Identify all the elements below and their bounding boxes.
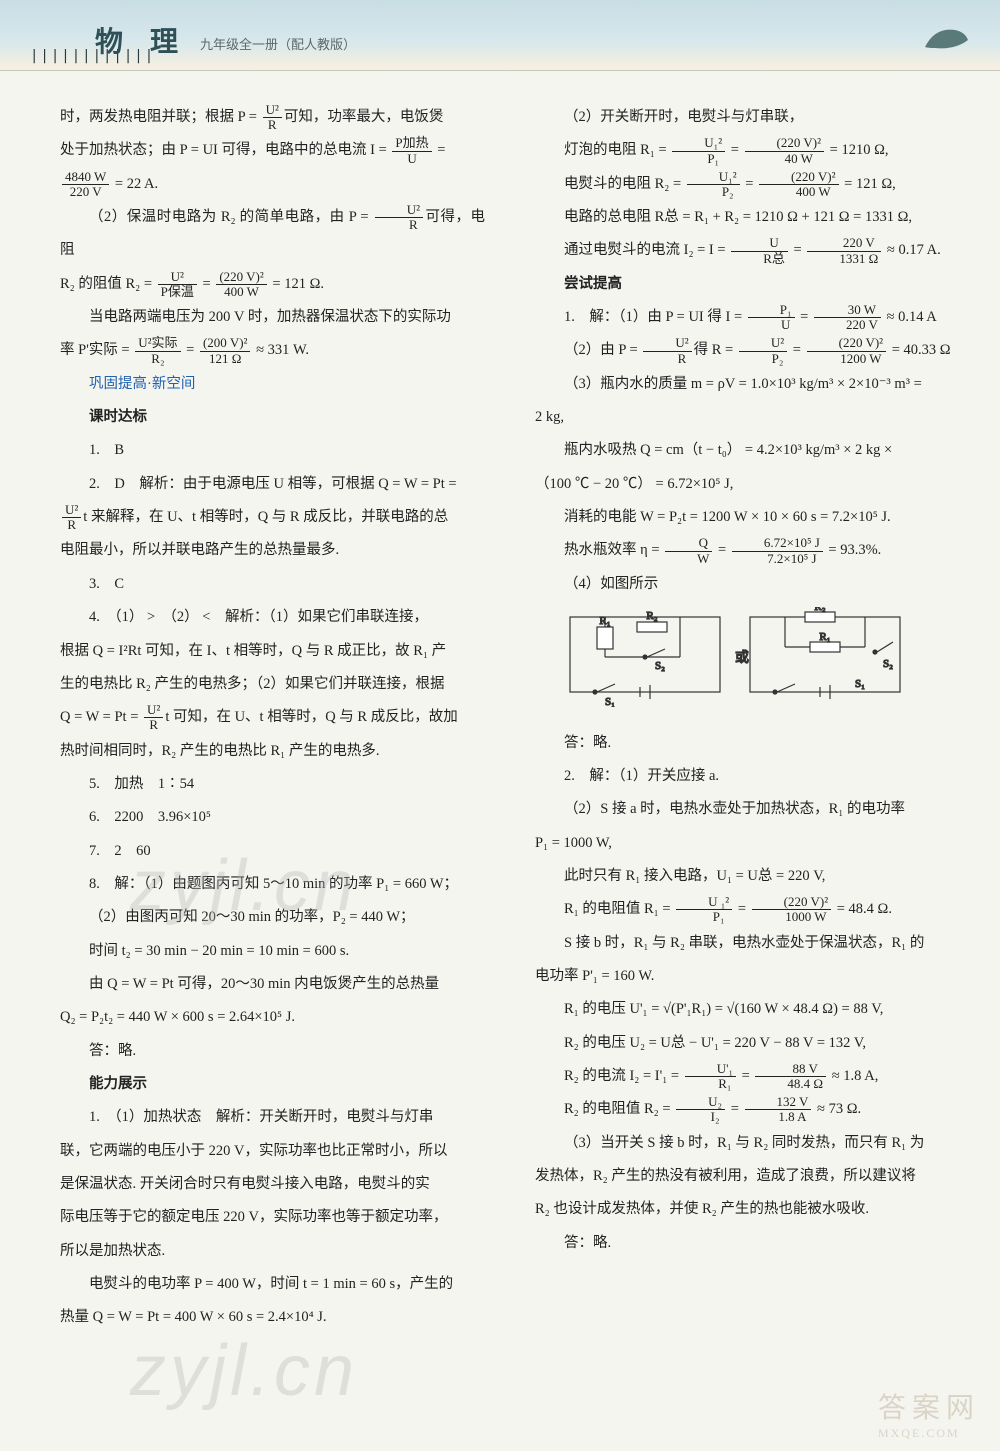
text: 热时间相同时，R₂ 产生的电热比 R₁ 产生的电热多. <box>60 735 485 768</box>
svg-text:S₂: S₂ <box>655 660 665 672</box>
answer-item: 4. （1） > （2） < 解析：（1）如果它们串联连接， <box>60 601 485 634</box>
left-column: 时，两发热电阻并联；根据 P = U²R可知，功率最大，电饭煲 处于加热状态；由… <box>60 101 510 1335</box>
svg-text:R₁: R₁ <box>599 615 610 627</box>
answer-item: 1. B <box>60 434 485 467</box>
text: 热水瓶效率 η = QW = 6.72×10⁵ J7.2×10⁵ J = 93.… <box>535 534 960 567</box>
text: 瓶内水吸热 Q = cm（t − t₀） = 4.2×10³ kg/m³ × 2… <box>535 434 960 467</box>
svg-text:R₂: R₂ <box>814 607 825 613</box>
text: （2）由图丙可知 20～30 min 的功率，P₂ = 440 W； <box>60 901 485 934</box>
answer-item: 7. 2 60 <box>60 835 485 868</box>
text: 时间 t₂ = 30 min − 20 min = 10 min = 600 s… <box>60 935 485 968</box>
text: R₂ 的电压 U₂ = U总 − U'₁ = 220 V − 88 V = 13… <box>535 1027 960 1060</box>
svg-text:S₁: S₁ <box>605 696 615 707</box>
section-heading: 课时达标 <box>60 401 485 434</box>
right-column: （2）开关断开时，电熨斗与灯串联， 灯泡的电阻 R₁ = U₁²P₁ = (22… <box>510 101 960 1335</box>
text: 热量 Q = W = Pt = 400 W × 60 s = 2.4×10⁴ J… <box>60 1301 485 1334</box>
svg-text:或: 或 <box>735 650 749 666</box>
text: U²Rt 来解释，在 U、t 相等时，Q 与 R 成反比，并联电路的总 <box>60 501 485 534</box>
text: 所以是加热状态. <box>60 1235 485 1268</box>
text: （4）如图所示 <box>535 568 960 601</box>
text: 答：略. <box>535 727 960 760</box>
text: 消耗的电能 W = P₂t = 1200 W × 10 × 60 s = 7.2… <box>535 501 960 534</box>
text: 电路的总电阻 R总 = R₁ + R₂ = 1210 Ω + 121 Ω = 1… <box>535 201 960 234</box>
text: （2）由 P = U²R得 R = U²P₂ = (220 V)²1200 W … <box>535 334 960 367</box>
text: R₂ 也设计成发热体，并使 R₂ 产生的热也能被水吸收. <box>535 1193 960 1226</box>
text: R₂ 的电阻值 R₂ = U₂I₂ = 132 V1.8 A ≈ 73 Ω. <box>535 1093 960 1126</box>
svg-text:R₁: R₁ <box>819 631 830 643</box>
text: 由 Q = W = Pt 可得，20～30 min 内电饭煲产生的总热量 <box>60 968 485 1001</box>
answer-item: 1. 解：（1）由 P = UI 得 I = P₁U = 30 W220 V ≈… <box>535 301 960 334</box>
corner-stamp: 答案网 MXQE.COM <box>878 1386 980 1441</box>
text: 4840 W220 V = 22 A. <box>60 168 485 201</box>
text: 处于加热状态；由 P = UI 可得，电路中的总电流 I = P加热U = <box>60 134 485 167</box>
section-heading: 能力展示 <box>60 1068 485 1101</box>
text: 是保温状态. 开关闭合时只有电熨斗接入电路，电熨斗的实 <box>60 1168 485 1201</box>
text: 发热体，R₂ 产生的热没有被利用，造成了浪费，所以建议将 <box>535 1160 960 1193</box>
answer-item: 3. C <box>60 568 485 601</box>
text: （3）当开关 S 接 b 时，R₁ 与 R₂ 同时发热，而只有 R₁ 为 <box>535 1127 960 1160</box>
text: Q₂ = P₂t₂ = 440 W × 600 s = 2.64×10⁵ J. <box>60 1001 485 1034</box>
text: R₁ 的电压 U'₁ = √(P'₁R₁) = √(160 W × 48.4 Ω… <box>535 993 960 1026</box>
text: S 接 b 时，R₁ 与 R₂ 串联，电热水壶处于保温状态，R₁ 的 <box>535 927 960 960</box>
header-subject: 物 理 <box>95 20 188 60</box>
text: P₁ = 1000 W, <box>535 827 960 860</box>
page-header: |||||||||||| 物 理 九年级全一册（配人教版） <box>0 0 1000 71</box>
answer-item: 2. D 解析：由于电源电压 U 相等，可根据 Q = W = Pt = <box>60 468 485 501</box>
text: 联，它两端的电压小于 220 V，实际功率也比正常时小，所以 <box>60 1135 485 1168</box>
text: （2）开关断开时，电熨斗与灯串联， <box>535 101 960 134</box>
text: 电阻最小，所以并联电路产生的总热量最多. <box>60 534 485 567</box>
text: 灯泡的电阻 R₁ = U₁²P₁ = (220 V)²40 W = 1210 Ω… <box>535 134 960 167</box>
text: R₂ 的阻值 R₂ = U²P保温 = (220 V)²400 W = 121 … <box>60 268 485 301</box>
leaf-icon <box>920 22 970 52</box>
svg-text:R₂: R₂ <box>646 610 657 622</box>
text: 际电压等于它的额定电压 220 V，实际功率也等于额定功率， <box>60 1201 485 1234</box>
text: 答：略. <box>535 1227 960 1260</box>
text: 通过电熨斗的电流 I₂ = I = UR总 = 220 V1331 Ω ≈ 0.… <box>535 234 960 267</box>
text: 根据 Q = I²Rt 可知，在 I、t 相等时，Q 与 R 成正比，故 R₁ … <box>60 635 485 668</box>
circuit-diagram: R₁ R₂ S₂ S₁ 或 R₂ R₁ S₂ S₁ <box>565 607 905 707</box>
text: 电熨斗的电阻 R₂ = U₁²P₂ = (220 V)²400 W = 121 … <box>535 168 960 201</box>
answer-item: 2. 解：（1）开关应接 a. <box>535 760 960 793</box>
text: R₁ 的电阻值 R₁ = U ₁²P₁ = (220 V)²1000 W = 4… <box>535 893 960 926</box>
text: 2 kg, <box>535 401 960 434</box>
text: Q = W = Pt = U²Rt 可知，在 U、t 相等时，Q 与 R 成反比… <box>60 701 485 734</box>
text: 电熨斗的电功率 P = 400 W，时间 t = 1 min = 60 s，产生… <box>60 1268 485 1301</box>
text: （100 ℃ − 20 ℃） = 6.72×10⁵ J, <box>535 468 960 501</box>
answer-item: 5. 加热 1∶54 <box>60 768 485 801</box>
content-columns: 时，两发热电阻并联；根据 P = U²R可知，功率最大，电饭煲 处于加热状态；由… <box>0 71 1000 1375</box>
text: 时，两发热电阻并联；根据 P = U²R可知，功率最大，电饭煲 <box>60 101 485 134</box>
section-heading: 巩固提高·新空间 <box>60 368 485 401</box>
svg-text:S₁: S₁ <box>855 678 865 690</box>
answer-item: 8. 解：（1）由题图丙可知 5～10 min 的功率 P₁ = 660 W； <box>60 868 485 901</box>
text: 生的电热比 R₂ 产生的电热多；（2）如果它们并联连接，根据 <box>60 668 485 701</box>
header-subtitle: 九年级全一册（配人教版） <box>200 34 356 53</box>
text: 电功率 P'₁ = 160 W. <box>535 960 960 993</box>
svg-text:S₂: S₂ <box>883 658 893 670</box>
answer-item: 6. 2200 3.96×10⁵ <box>60 801 485 834</box>
text: （2）S 接 a 时，电热水壶处于加热状态，R₁ 的电功率 <box>535 793 960 826</box>
text: 率 P'实际 = U²实际R₂ = (200 V)²121 Ω ≈ 331 W. <box>60 334 485 367</box>
text: （2）保温时电路为 R₂ 的简单电路，由 P = U²R可得，电阻 <box>60 201 485 268</box>
text: 当电路两端电压为 200 V 时，加热器保温状态下的实际功 <box>60 301 485 334</box>
section-heading: 尝试提高 <box>535 268 960 301</box>
text: 答：略. <box>60 1035 485 1068</box>
text: R₂ 的电流 I₂ = I'₁ = U'₁R₁ = 88 V48.4 Ω ≈ 1… <box>535 1060 960 1093</box>
text: 此时只有 R₁ 接入电路，U₁ = U总 = 220 V, <box>535 860 960 893</box>
text: （3）瓶内水的质量 m = ρV = 1.0×10³ kg/m³ × 2×10⁻… <box>535 368 960 401</box>
answer-item: 1. （1）加热状态 解析：开关断开时，电熨斗与灯串 <box>60 1101 485 1134</box>
